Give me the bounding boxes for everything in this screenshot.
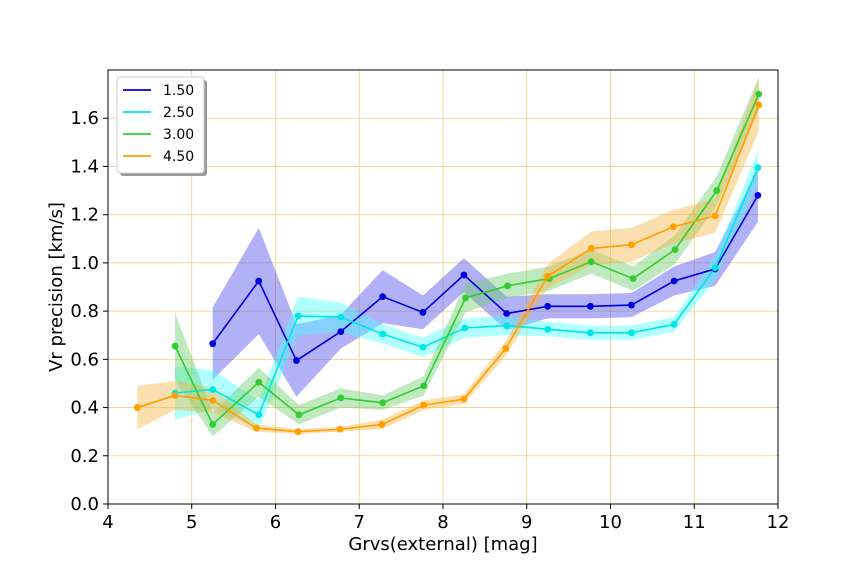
data-point-1.50: [209, 340, 217, 348]
data-point-1.50: [255, 277, 263, 285]
data-point-3.00: [171, 342, 179, 350]
data-point-4.50: [252, 424, 260, 432]
y-tick-label: 0.0: [70, 494, 99, 515]
legend-label-3.00: 3.00: [163, 127, 194, 143]
x-tick-label: 11: [683, 512, 706, 533]
data-point-1.50: [754, 191, 762, 199]
x-tick-label: 12: [767, 512, 790, 533]
data-point-4.50: [378, 421, 386, 428]
data-point-2.50: [419, 343, 427, 351]
x-tick-label: 8: [437, 512, 448, 533]
data-point-2.50: [209, 386, 217, 393]
legend-label-1.50: 1.50: [163, 83, 194, 99]
data-point-3.00: [504, 282, 511, 290]
x-tick-label: 4: [102, 512, 113, 533]
data-point-1.50: [670, 277, 678, 285]
series-line-1.50: [212, 194, 759, 362]
data-point-2.50: [379, 330, 387, 338]
series-band-1.50: [212, 168, 758, 397]
data-point-1.50: [293, 357, 300, 364]
data-point-2.50: [587, 329, 594, 337]
data-point-4.50: [544, 272, 552, 280]
data-point-4.50: [628, 241, 635, 249]
data-point-2.50: [711, 264, 719, 272]
data-point-2.50: [461, 324, 469, 332]
series-markers: [133, 90, 763, 436]
y-tick-label: 0.2: [70, 446, 99, 467]
y-tick-label: 1.4: [70, 156, 99, 177]
data-point-2.50: [670, 320, 678, 328]
data-point-1.50: [544, 302, 552, 310]
legend-box: [116, 76, 205, 174]
data-point-3.00: [295, 411, 303, 419]
data-point-2.50: [754, 164, 762, 172]
y-tick-label: 0.6: [70, 349, 99, 370]
data-point-3.00: [462, 294, 470, 302]
data-point-4.50: [755, 101, 763, 109]
data-point-1.50: [337, 328, 345, 336]
data-point-1.50: [628, 301, 635, 309]
data-point-4.50: [587, 245, 595, 252]
x-tick-label: 10: [599, 512, 622, 533]
y-tick-label: 1.2: [70, 205, 99, 226]
data-point-2.50: [628, 329, 635, 337]
y-tick-label: 1.0: [70, 253, 99, 274]
data-point-2.50: [503, 322, 511, 329]
data-point-3.00: [671, 246, 679, 254]
data-point-4.50: [171, 392, 179, 399]
data-point-2.50: [544, 325, 552, 333]
axis-ticks: 4 5 6 7 8 9 10 11 12 0.0 0.2 0.4 0.6 0.8 1.0 1.2 1.4 1.6: [70, 108, 789, 533]
series-line-4.50: [137, 104, 760, 433]
data-point-3.00: [255, 378, 263, 386]
data-point-4.50: [209, 396, 217, 404]
data-point-1.50: [419, 308, 427, 316]
data-point-1.50: [460, 271, 468, 279]
data-point-4.50: [294, 428, 302, 436]
data-point-4.50: [336, 425, 344, 433]
y-tick-label: 0.4: [70, 398, 99, 419]
data-point-3.00: [337, 394, 345, 402]
data-point-4.50: [669, 223, 677, 231]
data-point-3.00: [209, 421, 217, 428]
data-point-4.50: [502, 345, 510, 352]
data-point-4.50: [133, 404, 141, 411]
data-point-3.00: [587, 258, 595, 266]
legend-label-2.50: 2.50: [163, 105, 194, 121]
data-point-3.00: [420, 382, 428, 390]
data-point-3.00: [713, 187, 721, 194]
y-axis-label: Vr precision [km/s]: [46, 202, 67, 372]
data-point-1.50: [503, 310, 511, 317]
data-point-4.50: [460, 395, 468, 403]
data-point-2.50: [294, 312, 302, 320]
data-point-4.50: [711, 212, 719, 220]
data-point-3.00: [629, 275, 637, 282]
data-point-1.50: [587, 302, 594, 310]
grid: [107, 70, 779, 505]
data-point-1.50: [379, 293, 387, 301]
x-axis-label: Grvs(external) [mag]: [348, 534, 537, 555]
x-tick-label: 7: [354, 512, 365, 533]
data-point-4.50: [420, 401, 428, 409]
data-point-2.50: [337, 313, 345, 321]
data-point-3.00: [755, 90, 763, 98]
y-tick-label: 0.8: [70, 301, 99, 322]
x-tick-label: 6: [270, 512, 281, 533]
x-tick-label: 5: [186, 512, 197, 533]
legend: 1.50 2.50 3.00 4.50: [116, 76, 207, 176]
x-tick-label: 9: [521, 512, 532, 533]
data-point-2.50: [255, 411, 263, 419]
data-point-3.00: [379, 399, 387, 407]
y-tick-label: 1.6: [70, 108, 99, 129]
legend-label-4.50: 4.50: [163, 149, 194, 165]
